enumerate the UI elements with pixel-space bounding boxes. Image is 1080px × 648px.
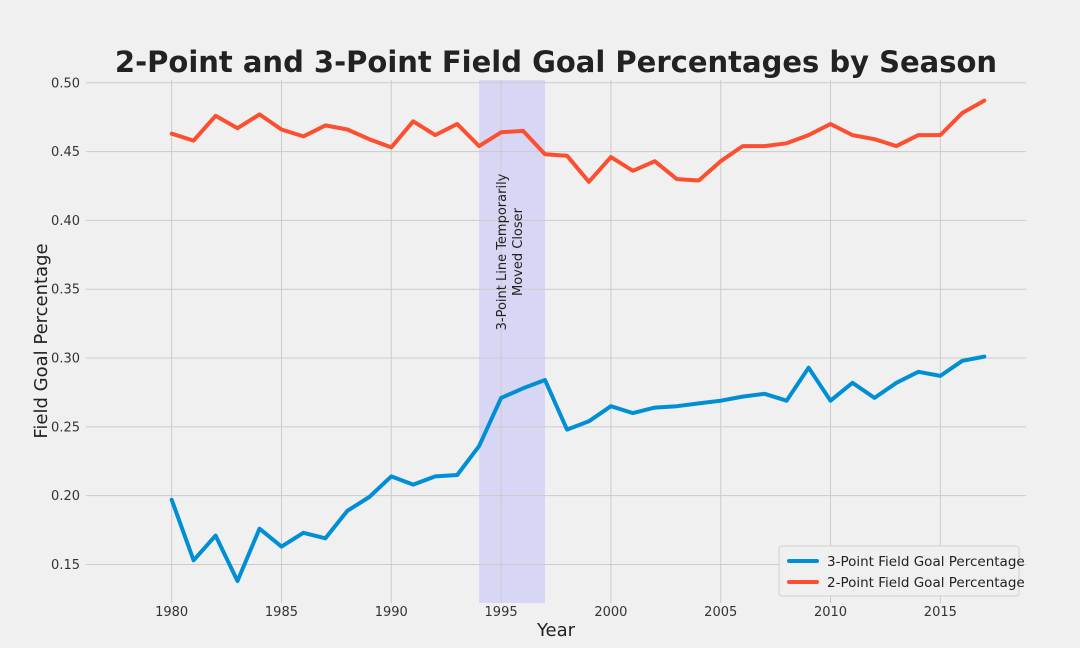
x-tick-label: 2010 [814,605,847,620]
highlight-band [479,80,546,603]
y-tick-label: 0.40 [51,214,80,229]
y-tick-label: 0.45 [51,145,80,160]
legend-label: 3-Point Field Goal Percentage [827,554,1025,570]
y-tick-label: 0.15 [51,558,80,573]
y-tick-label: 0.35 [51,283,80,298]
x-tick-label: 1995 [485,605,518,620]
x-tick-label: 1985 [265,605,298,620]
highlight-annotation-line-1: 3-Point Line Temporarily [495,173,510,330]
y-tick-label: 0.20 [51,489,80,504]
x-tick-label: 2005 [704,605,737,620]
chart-title: 2-Point and 3-Point Field Goal Percentag… [115,45,997,79]
legend-box [778,545,1020,597]
x-axis-title: Year [536,620,576,641]
y-tick-label: 0.25 [51,420,80,435]
series-line-2pt [169,98,987,184]
x-tick-label: 2015 [924,605,957,620]
x-tick-label: 2000 [594,605,627,620]
highlight-annotation-line-2: Moved Closer [511,207,526,296]
y-tick-label: 0.30 [51,352,80,367]
series-line-3pt [169,354,987,583]
y-tick-label: 0.50 [51,76,80,91]
x-tick-label: 1980 [155,605,188,620]
legend-label: 2-Point Field Goal Percentage [827,575,1025,591]
plot-area: 1980 1985 1990 1995 2000 2005 2010 2015 0.15 0.20… [51,76,1026,620]
y-axis-title: Field Goal Percentage [31,243,52,438]
x-tick-label: 1990 [375,605,408,620]
